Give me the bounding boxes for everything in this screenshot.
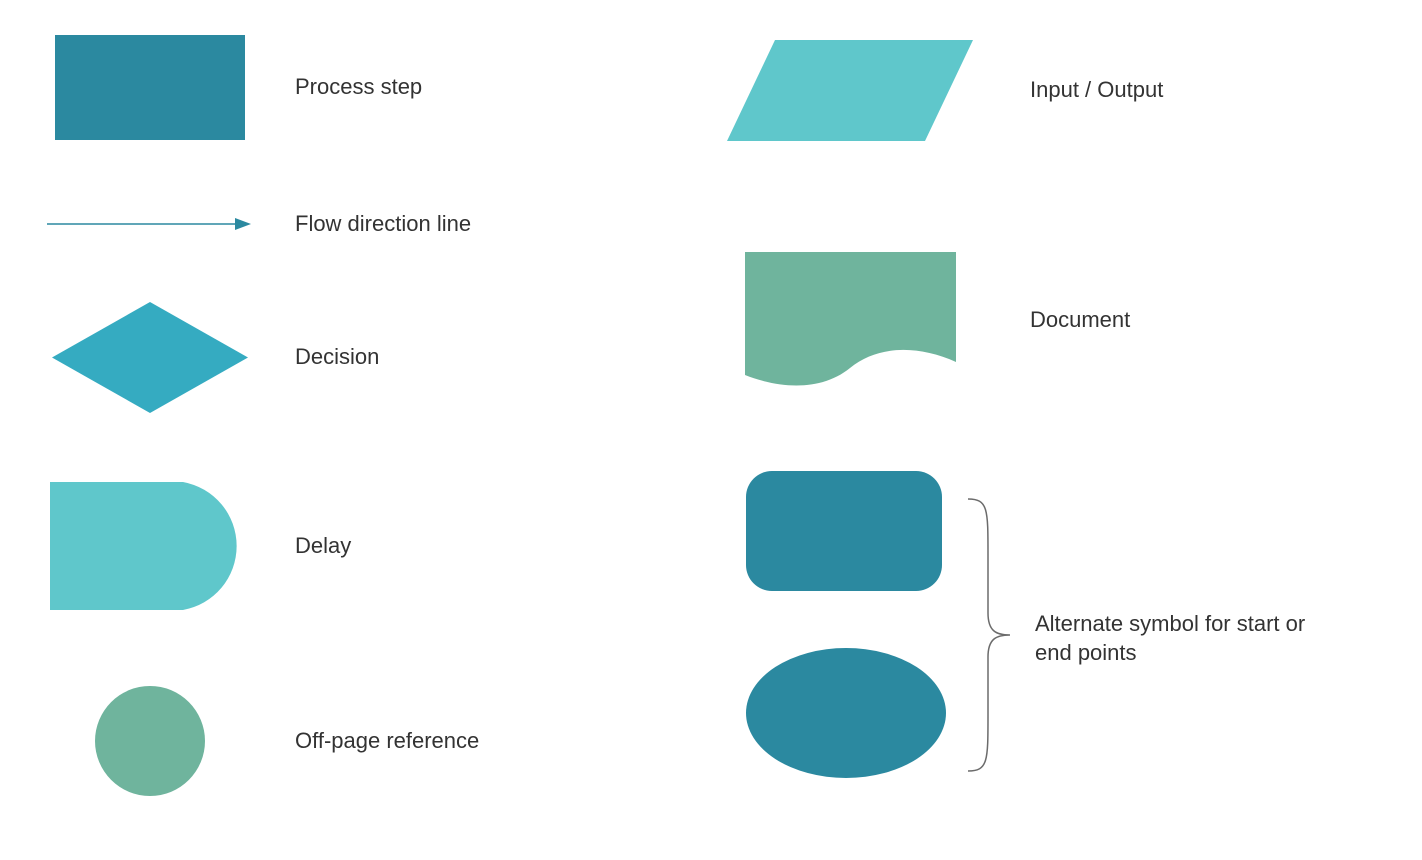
legend-item-delay: Delay <box>35 480 351 612</box>
label-decision: Decision <box>295 343 379 372</box>
shape-process-step <box>35 35 265 140</box>
shape-delay <box>35 480 265 612</box>
legend-item-offpage: Off-page reference <box>35 685 479 797</box>
label-document: Document <box>1030 306 1130 335</box>
shape-circle <box>35 685 265 797</box>
shape-rounded-rect <box>745 470 947 597</box>
label-offpage: Off-page reference <box>295 727 479 756</box>
label-input-output: Input / Output <box>1030 76 1163 105</box>
legend-item-decision: Decision <box>35 300 379 415</box>
legend-item-process-step: Process step <box>35 35 422 140</box>
shape-arrow <box>35 214 265 234</box>
shape-ellipse <box>745 647 947 784</box>
legend-item-alternate-group <box>745 470 947 784</box>
legend-item-document: Document <box>720 250 1130 390</box>
label-flow-direction: Flow direction line <box>295 210 471 239</box>
label-delay: Delay <box>295 532 351 561</box>
shape-parallelogram <box>720 38 980 143</box>
shape-diamond <box>35 300 265 415</box>
label-alternate: Alternate symbol for start or end points <box>1035 610 1335 667</box>
legend-item-input-output: Input / Output <box>720 38 1163 143</box>
legend-item-flow-direction: Flow direction line <box>35 210 471 239</box>
shape-document <box>720 250 980 390</box>
brace-icon <box>960 495 1020 780</box>
label-process-step: Process step <box>295 73 422 102</box>
